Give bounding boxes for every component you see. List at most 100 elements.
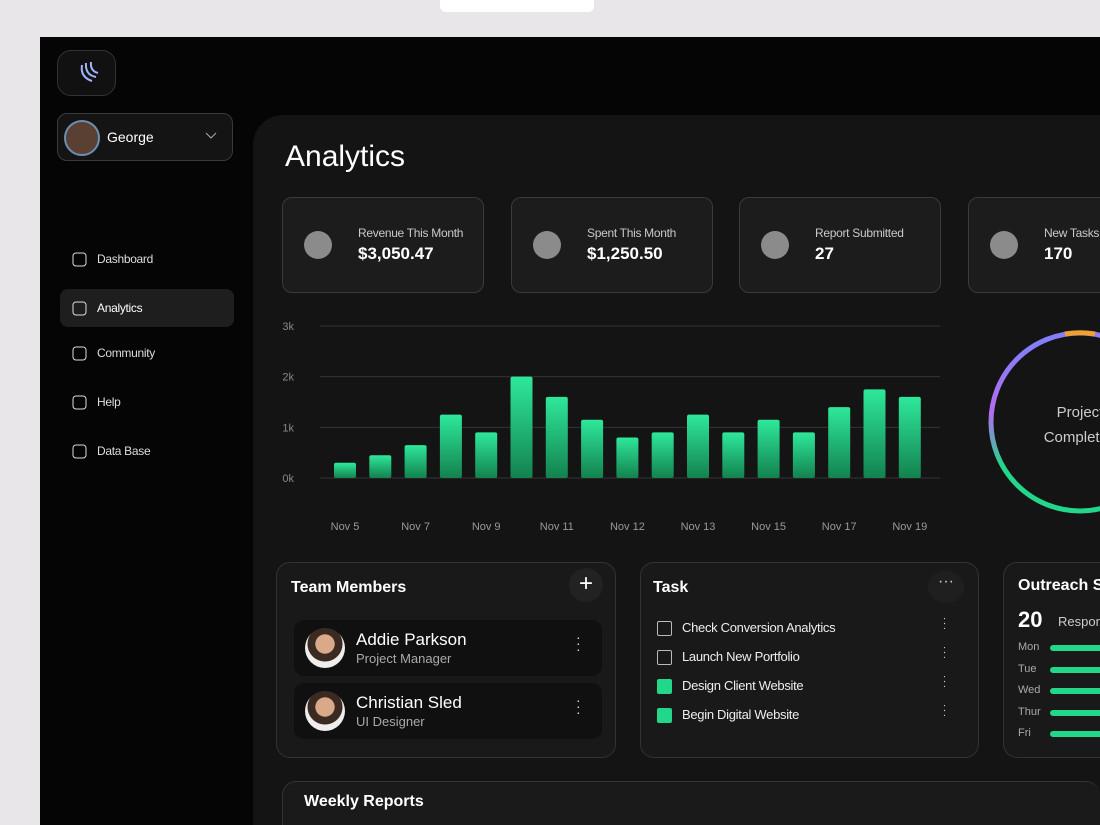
nav-icon	[72, 346, 87, 360]
x-tick-label: Nov 12	[610, 521, 645, 533]
task-handle[interactable]: ::	[943, 644, 947, 661]
nav-label: Dashboard	[97, 252, 154, 266]
nav-icon-shape	[72, 252, 87, 266]
member-menu[interactable]: · · ·	[576, 692, 581, 720]
stat-icon	[533, 231, 561, 259]
task-checkbox[interactable]	[657, 650, 672, 665]
nav-icon-shape	[72, 301, 87, 315]
add-member[interactable]: +	[569, 568, 603, 602]
logo[interactable]	[57, 50, 116, 96]
bar	[510, 376, 533, 478]
stat-label: New Tasks	[1044, 226, 1100, 240]
task-handle[interactable]: ::	[943, 615, 947, 632]
chevron	[205, 132, 217, 139]
nav-label: Help	[97, 395, 121, 409]
progress-ring	[988, 330, 1100, 514]
stat-value: 27	[815, 244, 834, 263]
task-text: Design Client Website	[682, 678, 804, 693]
nav-label: Community	[97, 346, 155, 360]
task-menu[interactable]: ···	[928, 571, 964, 603]
nav-item[interactable]: Analytics	[60, 289, 234, 327]
nav-item[interactable]: Data Base	[60, 432, 234, 470]
nav-icon	[72, 444, 87, 458]
x-tick-label: Nov 5	[331, 521, 360, 533]
day-bar	[1050, 709, 1100, 716]
nav-icon-shape	[72, 395, 87, 409]
task-handle[interactable]: ::	[943, 673, 947, 690]
stat-label: Revenue This Month	[358, 226, 464, 240]
day-bar	[1050, 688, 1100, 694]
stat-value: $1,250.50	[587, 244, 663, 263]
bar	[863, 389, 886, 478]
user-avatar	[64, 120, 100, 156]
team-title: Team Members	[291, 579, 407, 596]
x-tick-label: Nov 7	[401, 521, 430, 533]
task-handle[interactable]: ::	[943, 702, 947, 719]
logo-icon	[80, 61, 99, 82]
bar	[616, 437, 639, 478]
bar	[828, 407, 851, 478]
bar	[898, 396, 921, 478]
ring-label: Project Completed	[1043, 404, 1100, 446]
member-row[interactable]: Christian Sled UI Designer · · ·	[294, 683, 602, 739]
nav-item[interactable]: Dashboard	[60, 240, 234, 278]
x-tick-label: Nov 13	[681, 521, 716, 533]
member-role: Project Manager	[356, 651, 452, 666]
day-label: Tue	[1018, 662, 1037, 675]
outreach-count-label: Responses	[1058, 614, 1100, 629]
outreach-panel: Outreach Stats 20 Responses Mon Tue Wed Thu…	[1003, 562, 1100, 758]
member-name: Addie Parkson	[356, 630, 467, 649]
x-tick-label: Nov 9	[472, 521, 501, 533]
y-tick-label: 1k	[282, 422, 294, 434]
x-tick-label: Nov 15	[751, 521, 786, 533]
task-checkbox[interactable]	[657, 679, 672, 694]
weekly-title: Weekly Reports	[304, 793, 424, 810]
day-bar	[1050, 666, 1100, 673]
day-label: Wed	[1018, 684, 1041, 696]
bar	[651, 432, 674, 478]
task-checkbox[interactable]	[657, 708, 672, 723]
nav-icon-shape	[72, 346, 87, 360]
y-tick-label: 3k	[282, 321, 294, 333]
member-role: UI Designer	[356, 714, 425, 729]
member-menu[interactable]: · · ·	[576, 629, 581, 657]
stat-card: Report Submitted 27	[739, 197, 941, 293]
nav-item[interactable]: Community	[60, 334, 234, 372]
day-label: Mon	[1018, 641, 1040, 653]
task-text: Check Conversion Analytics	[682, 620, 836, 635]
day-bar	[1050, 645, 1100, 651]
outreach-count: 20	[1018, 607, 1043, 632]
stat-label: Report Submitted	[815, 226, 904, 240]
nav-icon-shape	[72, 444, 87, 458]
stat-card: Spent This Month $1,250.50	[511, 197, 713, 293]
nav-icon	[72, 252, 87, 266]
bar	[404, 445, 427, 478]
user-dropdown[interactable]: George	[57, 113, 233, 161]
nav-label: Data Base	[97, 444, 151, 458]
member-avatar	[305, 628, 345, 668]
stat-value: $3,050.47	[358, 244, 434, 263]
bar-chart: 0k 1k 2k 3k Nov 5 Nov 7 Nov 9 Nov 11 Nov 12 Nov 1…	[282, 321, 940, 533]
bar	[439, 414, 462, 478]
bar	[687, 414, 709, 478]
page-title: Analytics	[285, 140, 406, 173]
nav-item[interactable]: Help	[60, 383, 234, 421]
task-panel: Task ··· Check Conversion Analytics:: Lau…	[640, 562, 979, 758]
weekly-panel: Weekly Reports	[282, 781, 1100, 825]
bar	[369, 455, 392, 478]
bar	[722, 432, 745, 478]
nav-label: Analytics	[97, 301, 143, 315]
task-checkbox[interactable]	[657, 621, 672, 636]
bar	[757, 419, 780, 478]
x-tick-label: Nov 11	[540, 521, 574, 533]
outreach-title: Outreach Stats	[1018, 577, 1100, 594]
stat-icon	[304, 231, 332, 259]
ring-accent	[1064, 330, 1096, 337]
user-name: George	[107, 129, 154, 145]
member-row[interactable]: Addie Parkson Project Manager · · ·	[294, 620, 602, 676]
browser-tab	[440, 0, 594, 12]
stat-icon	[761, 231, 789, 259]
y-tick-label: 2k	[282, 372, 294, 384]
day-label: Fri	[1018, 727, 1031, 739]
